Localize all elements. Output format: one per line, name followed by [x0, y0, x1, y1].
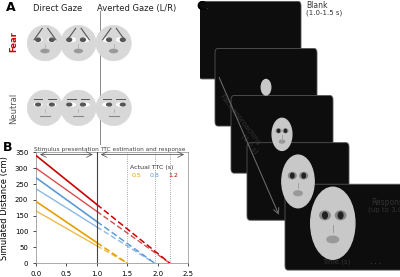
- Ellipse shape: [67, 103, 72, 106]
- Text: (1.0 s): (1.0 s): [240, 133, 260, 155]
- Ellipse shape: [74, 49, 83, 53]
- Ellipse shape: [116, 37, 125, 42]
- Ellipse shape: [61, 90, 96, 126]
- Ellipse shape: [61, 25, 96, 61]
- Ellipse shape: [50, 38, 54, 41]
- Text: Stimulus presentation: Stimulus presentation: [34, 147, 99, 152]
- Text: TTC estimation and response: TTC estimation and response: [100, 147, 185, 152]
- Ellipse shape: [283, 129, 288, 133]
- Ellipse shape: [300, 173, 308, 179]
- Ellipse shape: [81, 37, 90, 42]
- Text: A: A: [6, 1, 16, 14]
- Text: Fear: Fear: [9, 31, 18, 52]
- Ellipse shape: [67, 37, 76, 42]
- Ellipse shape: [323, 212, 327, 219]
- Ellipse shape: [336, 211, 346, 220]
- Ellipse shape: [302, 173, 306, 178]
- Ellipse shape: [107, 103, 112, 106]
- Ellipse shape: [279, 140, 285, 143]
- Ellipse shape: [102, 103, 111, 106]
- Text: Response: Response: [372, 198, 400, 207]
- Ellipse shape: [284, 129, 286, 132]
- FancyBboxPatch shape: [247, 143, 349, 220]
- Text: Blank: Blank: [306, 1, 328, 10]
- Ellipse shape: [34, 37, 42, 42]
- Ellipse shape: [48, 37, 56, 42]
- Ellipse shape: [288, 173, 296, 179]
- Ellipse shape: [276, 129, 281, 133]
- Ellipse shape: [102, 37, 111, 42]
- Ellipse shape: [290, 173, 294, 178]
- Text: (1.0-1.5 s): (1.0-1.5 s): [306, 10, 342, 16]
- Text: 1.2: 1.2: [168, 173, 178, 178]
- Text: B: B: [2, 141, 12, 154]
- Ellipse shape: [96, 90, 131, 126]
- Ellipse shape: [80, 38, 85, 41]
- FancyBboxPatch shape: [215, 48, 317, 126]
- Text: Time (s): Time (s): [322, 259, 350, 265]
- Ellipse shape: [116, 103, 125, 106]
- Ellipse shape: [27, 90, 63, 126]
- Ellipse shape: [34, 103, 42, 106]
- Text: . .: . .: [202, 4, 209, 10]
- Text: Neutral: Neutral: [9, 92, 18, 124]
- Ellipse shape: [36, 38, 40, 41]
- Ellipse shape: [120, 38, 125, 41]
- Ellipse shape: [48, 103, 56, 106]
- Text: Averted Gaze (L/R): Averted Gaze (L/R): [97, 4, 176, 13]
- Text: 0.5: 0.5: [132, 173, 141, 178]
- Text: Actual TTC (s): Actual TTC (s): [130, 165, 174, 170]
- Ellipse shape: [50, 103, 54, 106]
- Text: (up to 3.0 s): (up to 3.0 s): [368, 206, 400, 213]
- Text: 0.8: 0.8: [150, 173, 160, 178]
- Ellipse shape: [96, 25, 131, 61]
- Ellipse shape: [80, 103, 85, 106]
- Ellipse shape: [311, 187, 355, 259]
- FancyBboxPatch shape: [199, 1, 301, 79]
- FancyBboxPatch shape: [285, 184, 400, 270]
- Ellipse shape: [272, 118, 292, 150]
- Ellipse shape: [282, 155, 314, 208]
- Text: . . .: . . .: [370, 259, 382, 265]
- Ellipse shape: [120, 103, 125, 106]
- Ellipse shape: [36, 103, 40, 106]
- Ellipse shape: [327, 236, 339, 243]
- Ellipse shape: [67, 38, 72, 41]
- Ellipse shape: [107, 38, 112, 41]
- FancyBboxPatch shape: [231, 96, 333, 173]
- Ellipse shape: [41, 49, 49, 53]
- Text: Direct Gaze: Direct Gaze: [33, 4, 82, 13]
- Ellipse shape: [261, 79, 271, 95]
- Text: C: C: [196, 0, 205, 13]
- Ellipse shape: [278, 129, 280, 132]
- Ellipse shape: [109, 49, 118, 53]
- Ellipse shape: [320, 211, 330, 220]
- Ellipse shape: [294, 191, 302, 196]
- Ellipse shape: [81, 103, 90, 106]
- Text: Face approaching: Face approaching: [219, 93, 261, 145]
- Ellipse shape: [338, 212, 343, 219]
- Ellipse shape: [27, 25, 63, 61]
- Y-axis label: Simulated Distance (cm): Simulated Distance (cm): [0, 156, 9, 260]
- Ellipse shape: [67, 103, 76, 106]
